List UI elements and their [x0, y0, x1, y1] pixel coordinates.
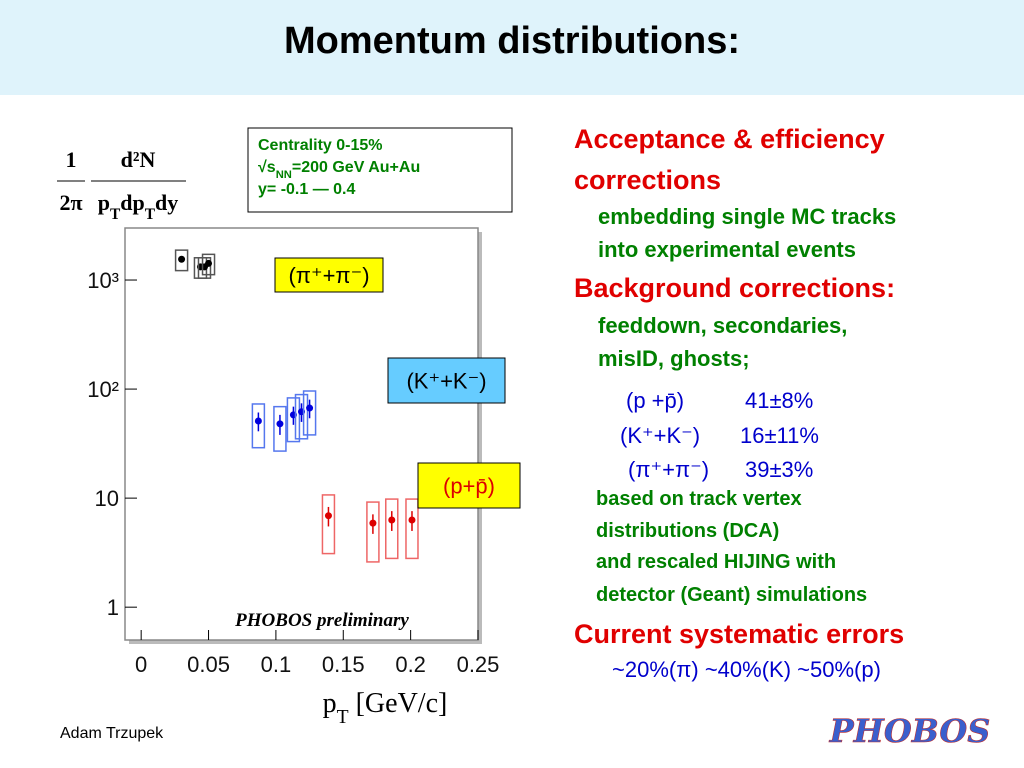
series-label-box [387, 357, 506, 404]
sys-box [294, 393, 309, 440]
point [388, 516, 396, 524]
x-tick-label: 0.1 [261, 652, 292, 677]
point [276, 420, 284, 428]
x-tick-label: 0.2 [395, 652, 426, 677]
annotation: PHOBOS preliminary [234, 610, 409, 631]
table-cell: (p +p̄) [626, 388, 685, 413]
text-run: Centrality 0-15% [258, 137, 383, 154]
label: y= -0.1 — 0.4 [258, 181, 355, 198]
plot-frame [124, 227, 479, 641]
label: Centrality 0-15% [258, 137, 383, 154]
x-tick-label: 0.25 [457, 652, 500, 677]
text-run: p [98, 190, 110, 215]
sys-box [273, 405, 287, 452]
sys-box [251, 403, 266, 449]
sys-box [174, 249, 189, 272]
heading: Current systematic errors [574, 619, 905, 649]
sys-box [321, 494, 336, 555]
y-tick-label: 10² [87, 377, 119, 402]
point [324, 512, 332, 520]
label: pT [GeV/c] [323, 688, 448, 728]
subscript: T [337, 707, 349, 728]
series-label: (p+p̄) [443, 474, 495, 499]
point [254, 417, 262, 425]
table-cell: 41±8% [745, 388, 814, 413]
sys-box [302, 390, 317, 436]
author: Adam Trzupek [60, 725, 164, 742]
y-tick-label: 1 [107, 595, 119, 620]
series-label: (K⁺+K⁻) [406, 369, 486, 394]
y-label: d²N [121, 147, 156, 172]
slide-title: Momentum distributions: [284, 20, 740, 62]
text-run: p [323, 688, 337, 719]
point [369, 519, 377, 527]
text-run: [GeV/c] [349, 688, 448, 719]
y-label: 2π [59, 190, 82, 215]
sys-box [286, 397, 301, 443]
sys-box [405, 498, 419, 560]
point [306, 404, 314, 412]
series-label-box [417, 462, 521, 509]
heading: Background corrections: [574, 273, 896, 303]
sys-box [385, 498, 399, 560]
text-line: misID, ghosts; [598, 346, 750, 371]
subscript: T [110, 206, 121, 223]
table-cell: 39±3% [745, 457, 814, 482]
x-tick-label: 0.05 [187, 652, 230, 677]
text-run: =200 GeV Au+Au [292, 159, 420, 176]
note: and rescaled HIJING with [596, 551, 837, 573]
text-run: dp [120, 190, 144, 215]
series-label-box [274, 257, 384, 293]
title-band [0, 0, 1024, 95]
point [178, 255, 186, 263]
text-run: √s [258, 159, 276, 176]
table-cell: (π⁺+π⁻) [628, 457, 710, 482]
text-line: feeddown, secondaries, [598, 313, 848, 338]
sys-box [197, 257, 212, 279]
point [408, 516, 416, 524]
label: √sNN=200 GeV Au+Au [258, 159, 420, 181]
logo: PHOBOS [829, 712, 991, 750]
x-tick-label: 0.15 [322, 652, 365, 677]
subscript: T [145, 206, 156, 223]
subscript: NN [276, 169, 292, 181]
table-cell: (K⁺+K⁻) [620, 423, 701, 448]
text-line: embedding single MC tracks [598, 204, 897, 229]
sys-box [366, 501, 380, 563]
y-tick-label: 10³ [87, 268, 119, 293]
table-cell: 16±11% [740, 423, 819, 448]
label: pTdpTdy [98, 190, 179, 223]
info-box [247, 127, 513, 213]
text-line: into experimental events [598, 237, 856, 262]
text-run: y= -0.1 — 0.4 [258, 181, 355, 198]
sys-box [201, 253, 216, 276]
point [205, 259, 213, 267]
note: detector (Geant) simulations [596, 584, 868, 606]
y-label: 1 [66, 147, 77, 172]
text-line: ~20%(π) ~40%(K) ~50%(p) [612, 657, 881, 682]
heading: Acceptance & efficiency corrections [574, 124, 885, 195]
x-tick-label: 0 [135, 652, 147, 677]
y-tick-label: 10 [95, 486, 119, 511]
note: based on track vertex [596, 488, 802, 510]
text-run: dy [155, 190, 178, 215]
series-label: (π⁺+π⁻) [288, 263, 369, 288]
note: distributions (DCA) [596, 520, 780, 542]
